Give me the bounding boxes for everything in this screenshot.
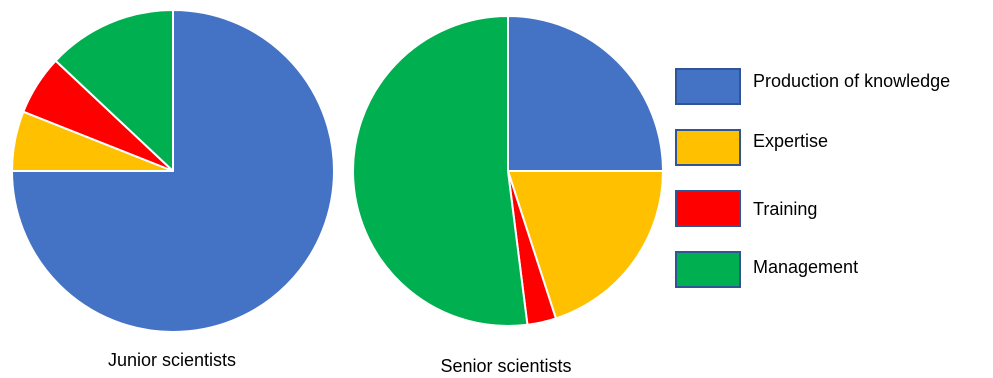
pie-label-senior-scientists: Senior scientists: [440, 356, 571, 376]
pie-slice-senior-scientists-production-of-knowledge: [507, 15, 664, 172]
legend-swatch-expertise: [675, 129, 741, 166]
legend-label-training: Training: [753, 199, 817, 219]
pie-slice-senior-scientists-expertise: [507, 170, 664, 320]
pie-junior-scientists: [11, 9, 335, 333]
legend-label-production-of-knowledge: Production of knowledge: [753, 71, 950, 91]
legend-label-management: Management: [753, 257, 858, 277]
legend-label-expertise: Expertise: [753, 131, 828, 151]
pie-senior-scientists: [352, 15, 664, 327]
pie-slice-junior-scientists-management: [54, 9, 174, 172]
legend-swatch-management: [675, 251, 741, 288]
pie-slice-senior-scientists-management: [352, 15, 529, 327]
legend-swatch-training: [675, 190, 741, 227]
legend-swatch-production-of-knowledge: [675, 68, 741, 105]
pie-label-junior-scientists: Junior scientists: [108, 350, 236, 370]
legend: Production of knowledge Expertise Traini…: [675, 68, 950, 288]
